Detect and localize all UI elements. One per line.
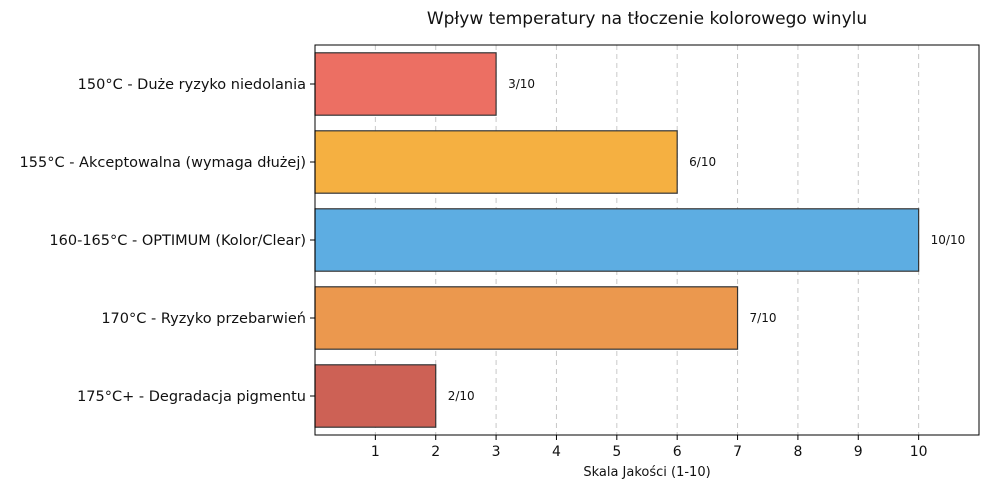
category-label: 150°C - Duże ryzyko niedolania bbox=[78, 77, 306, 93]
data-label: 7/10 bbox=[750, 311, 777, 325]
x-tick-label: 3 bbox=[492, 444, 501, 460]
x-tick-label: 5 bbox=[612, 444, 621, 460]
x-tick-label: 1 bbox=[371, 444, 380, 460]
x-tick-label: 4 bbox=[552, 444, 561, 460]
x-tick-label: 9 bbox=[854, 444, 863, 460]
bar-3 bbox=[314, 208, 920, 272]
category-label: 160-165°C - OPTIMUM (Kolor/Clear) bbox=[49, 233, 306, 249]
data-label: 6/10 bbox=[689, 155, 716, 169]
x-axis-ticks: 1 2 3 4 5 6 7 8 9 10 bbox=[310, 83, 928, 460]
x-tick-label: 6 bbox=[673, 444, 682, 460]
data-label: 3/10 bbox=[508, 77, 535, 91]
bar-5 bbox=[314, 364, 437, 428]
bar-4 bbox=[314, 286, 739, 350]
bar-2 bbox=[314, 130, 678, 194]
x-tick-label: 8 bbox=[793, 444, 802, 460]
category-label: 155°C - Akceptowalna (wymaga dłużej) bbox=[20, 155, 306, 171]
x-tick-label: 2 bbox=[431, 444, 440, 460]
x-tick-label: 7 bbox=[733, 444, 742, 460]
data-label: 10/10 bbox=[931, 233, 966, 247]
data-label: 2/10 bbox=[448, 389, 475, 403]
data-labels: 3/10 6/10 10/10 7/10 2/10 bbox=[448, 77, 966, 403]
x-tick-label: 10 bbox=[910, 444, 928, 460]
bar-1 bbox=[314, 52, 497, 116]
y-axis-categories: 150°C - Duże ryzyko niedolania 155°C - Ak… bbox=[20, 77, 306, 405]
category-label: 175°C+ - Degradacja pigmentu bbox=[77, 389, 306, 405]
x-axis-label: Skala Jakości (1-10) bbox=[583, 465, 710, 480]
chart-title: Wpływ temperatury na tłoczenie koloroweg… bbox=[427, 9, 867, 29]
category-label: 170°C - Ryzyko przebarwień bbox=[101, 311, 306, 327]
